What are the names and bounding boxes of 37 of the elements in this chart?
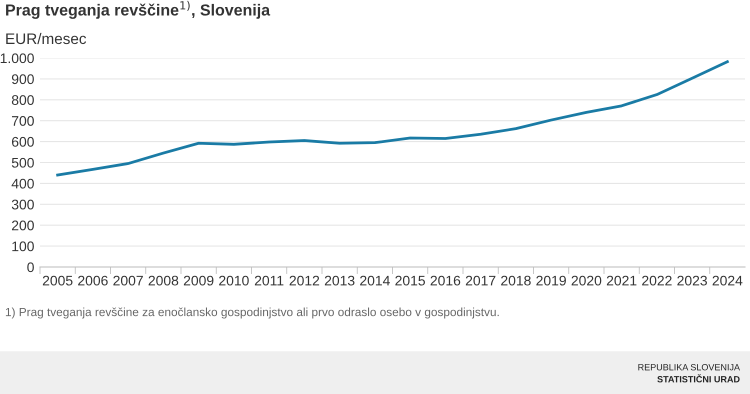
x-tick-label: 2021 <box>606 276 636 286</box>
x-tick-label: 2017 <box>466 276 496 286</box>
x-tick-label: 2022 <box>642 276 672 286</box>
y-tick-label: 400 <box>12 178 34 189</box>
y-tick-label: 800 <box>12 95 34 105</box>
x-tick-label: 2007 <box>113 276 143 286</box>
x-tick-label: 2012 <box>290 276 320 286</box>
x-tick-label: 2014 <box>360 276 390 286</box>
x-tick-label: 2013 <box>324 276 354 286</box>
x-tick-label: 2011 <box>254 276 284 286</box>
x-tick-label: 2020 <box>572 276 602 286</box>
x-tick-label: 2010 <box>219 276 249 286</box>
x-tick-label: 2005 <box>42 276 72 286</box>
x-tick-label: 2019 <box>536 276 566 286</box>
x-tick-label: 2018 <box>501 276 531 286</box>
text: REPUBLIKA SLOVENIJA <box>638 364 740 370</box>
y-tick-label: 1.000 <box>0 53 34 64</box>
y-tick-label: 900 <box>12 74 34 84</box>
y-tick-label: 500 <box>12 158 34 168</box>
x-tick-label: 2008 <box>148 276 178 286</box>
y-tick-label: 100 <box>12 241 34 252</box>
line-series <box>56 60 729 176</box>
y-tick-label: 200 <box>12 220 34 230</box>
x-tick-label: 2015 <box>395 276 425 286</box>
x-tick-label: 2009 <box>184 276 214 286</box>
x-tick-label: 2016 <box>430 276 460 286</box>
y-tick-label: 300 <box>12 200 34 210</box>
y-axis-title: EUR/mesec <box>6 32 86 44</box>
x-tick-label: 2023 <box>677 276 707 286</box>
text: STATISTIČNI URAD <box>657 374 740 382</box>
y-tick-label: 600 <box>12 136 34 147</box>
y-tick-label: 700 <box>12 116 34 126</box>
chart-title: Prag tveganja revščine$^{1)}$, Slovenija <box>6 0 270 19</box>
x-tick-label: 2006 <box>78 276 108 286</box>
y-tick-label: 0 <box>27 262 34 272</box>
x-tick-label: 2024 <box>712 276 742 286</box>
text: 1) Prag tveganja revščine za enočlansko gospodinjstvo ali prvo odraslo osebo v gospodinjstvu. <box>6 307 499 319</box>
